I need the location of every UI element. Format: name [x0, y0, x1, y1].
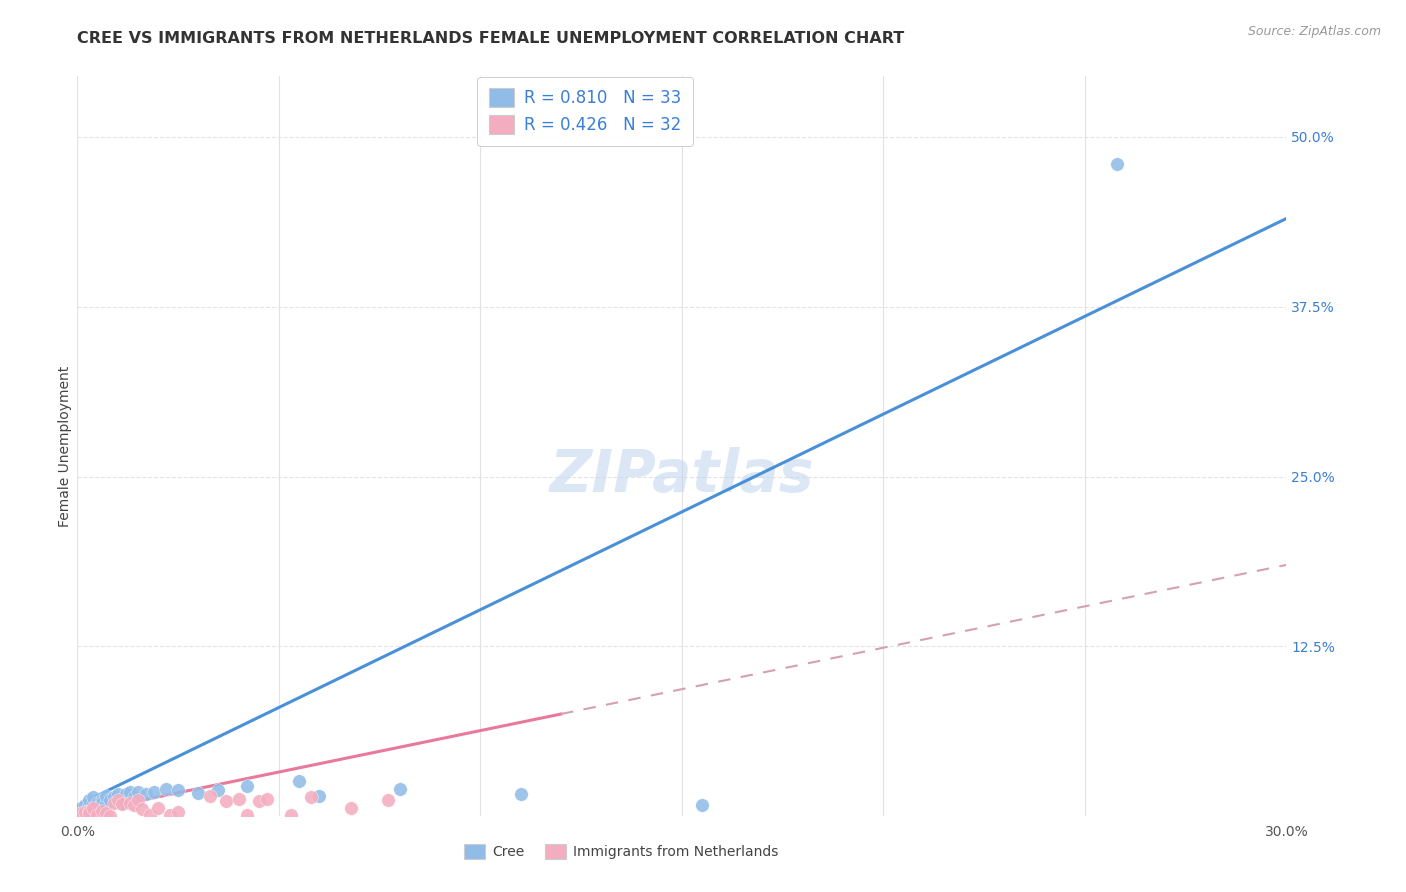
Point [79, 806, 101, 821]
Y-axis label: Female Unemployment: Female Unemployment [58, 366, 72, 526]
Point [90, 793, 112, 807]
Point [103, 796, 125, 810]
Point [247, 794, 270, 808]
Point [131, 802, 153, 816]
Point [79, 793, 101, 807]
Point [107, 788, 129, 802]
Point [299, 790, 322, 805]
Point [82, 790, 104, 805]
Point [135, 788, 157, 802]
Point [207, 783, 229, 797]
Point [377, 793, 399, 807]
Point [139, 807, 162, 822]
Point [70, 806, 93, 821]
Text: ZIPatlas: ZIPatlas [550, 447, 814, 504]
Point [98, 809, 121, 823]
Point [235, 779, 257, 793]
Point [187, 786, 209, 800]
Point [215, 794, 238, 808]
Point [118, 785, 141, 799]
Point [142, 785, 165, 799]
Point [509, 788, 531, 802]
Point [107, 793, 129, 807]
Point [122, 798, 145, 813]
Point [167, 783, 190, 797]
Text: CREE VS IMMIGRANTS FROM NETHERLANDS FEMALE UNEMPLOYMENT CORRELATION CHART: CREE VS IMMIGRANTS FROM NETHERLANDS FEMA… [77, 31, 904, 46]
Point [98, 793, 121, 807]
Point [340, 801, 363, 815]
Point [79, 798, 101, 813]
Point [114, 788, 136, 802]
Point [256, 791, 278, 805]
Point [94, 797, 117, 811]
Point [200, 789, 222, 803]
Point [127, 785, 149, 799]
Point [86, 807, 108, 822]
Point [308, 789, 330, 803]
Point [146, 801, 169, 815]
Point [82, 796, 104, 810]
Point [235, 807, 257, 822]
Legend: Cree, Immigrants from Netherlands: Cree, Immigrants from Netherlands [458, 838, 785, 864]
Point [489, 817, 512, 831]
Point [86, 796, 108, 810]
Point [94, 789, 117, 803]
Point [167, 805, 190, 819]
Point [1107, 157, 1129, 171]
Point [127, 793, 149, 807]
Point [79, 804, 101, 818]
Point [118, 796, 141, 810]
Point [155, 782, 177, 797]
Point [90, 804, 112, 818]
Point [90, 796, 112, 810]
Point [122, 790, 145, 805]
Point [94, 806, 117, 821]
Point [288, 773, 311, 788]
Point [228, 791, 250, 805]
Point [86, 798, 108, 813]
Point [690, 798, 713, 813]
Point [280, 807, 302, 822]
Point [82, 801, 104, 815]
Point [75, 805, 97, 819]
Point [75, 798, 97, 813]
Point [111, 796, 134, 810]
Point [388, 782, 411, 797]
Point [159, 807, 181, 822]
Point [70, 809, 93, 823]
Point [103, 790, 125, 805]
Point [111, 797, 134, 811]
Text: Source: ZipAtlas.com: Source: ZipAtlas.com [1247, 25, 1381, 38]
Point [70, 801, 93, 815]
